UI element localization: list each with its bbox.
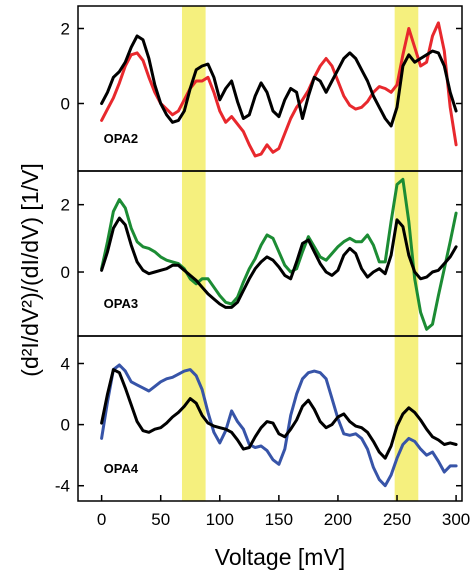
x-tick-label: 50	[151, 510, 170, 529]
x-tick-label: 300	[442, 510, 470, 529]
x-tick-label: 100	[206, 510, 234, 529]
y-tick-label: 2	[61, 196, 70, 215]
series-line-colored	[100, 363, 458, 488]
x-tick-label: 200	[324, 510, 352, 529]
x-tick-label: 250	[383, 510, 411, 529]
panel-label: OPA3	[104, 296, 138, 311]
y-tick-label: 2	[61, 20, 70, 39]
y-tick-label: 0	[61, 416, 70, 435]
x-axis-ticks: 0 50 100 150 200 250 300	[97, 495, 470, 529]
panel-frame	[77, 335, 463, 502]
highlight-band-1	[181, 6, 206, 501]
y-axis-label: (d²I/dV²)/(dI/dV) [1/V]	[17, 163, 43, 376]
y-tick-label: 0	[61, 95, 70, 114]
x-tick-label: 0	[97, 510, 106, 529]
highlight-band-2	[394, 6, 419, 501]
series-line-black	[100, 368, 458, 460]
series-line-black	[100, 216, 458, 309]
x-tick-label: 150	[265, 510, 293, 529]
y-tick-label: -4	[55, 477, 70, 496]
chart-panels: 0 2 OPA2 0 2 OPA3 -4 0 4 OPA4	[55, 5, 463, 502]
series-line-colored	[100, 177, 458, 331]
panel-label: OPA4	[104, 461, 139, 476]
panel-label: OPA2	[104, 131, 138, 146]
highlight-bands	[181, 6, 419, 501]
panel-opa4: -4 0 4 OPA4	[55, 335, 463, 502]
y-tick-label: 0	[61, 263, 70, 282]
x-axis-label: Voltage [mV]	[215, 544, 345, 570]
panel-opa2: 0 2 OPA2	[61, 5, 463, 172]
series-line-black	[100, 34, 458, 128]
y-tick-label: 4	[61, 355, 70, 374]
